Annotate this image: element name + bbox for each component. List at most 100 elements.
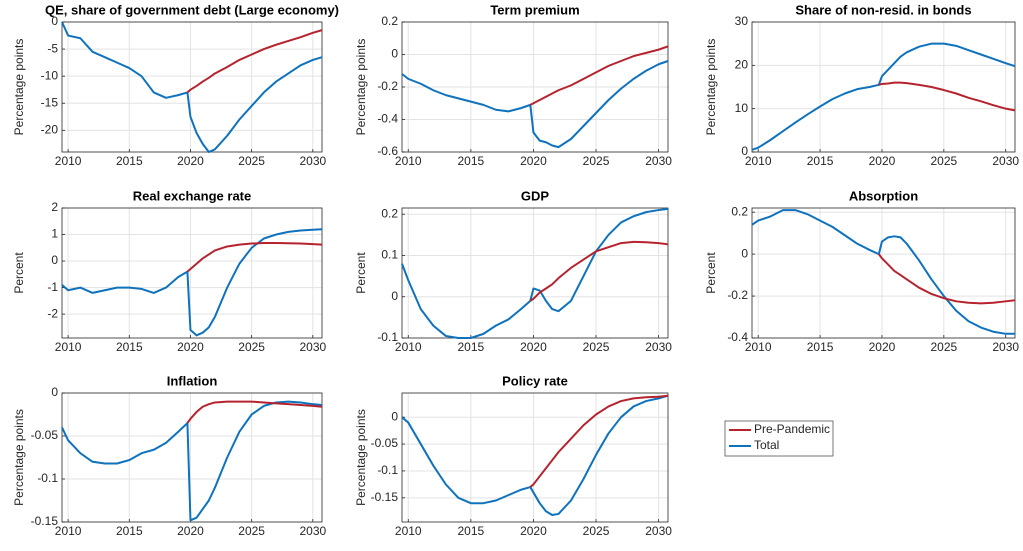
x-tick-label: 2015	[807, 154, 834, 168]
x-tick-label: 2030	[299, 340, 326, 354]
y-tick-label: -0.1	[377, 463, 398, 477]
x-tick-label: 2030	[299, 154, 326, 168]
y-tick-label: -0.1	[37, 471, 58, 485]
x-tick-label: 2030	[645, 524, 672, 538]
y-axis-label: Percentage points	[354, 39, 368, 136]
x-tick-label: 2020	[177, 524, 204, 538]
x-tick-label: 2020	[520, 524, 547, 538]
legend-label: Total	[754, 438, 779, 452]
series-line	[61, 228, 323, 337]
y-axis-label: Percent	[12, 252, 26, 294]
x-tick-label: 2015	[116, 154, 143, 168]
y-tick-label: 0	[51, 14, 58, 28]
y-tick-label: -2	[47, 306, 58, 320]
y-axis-label: Percentage points	[354, 409, 368, 506]
y-axis-label: Percentage points	[12, 39, 26, 136]
plot-area	[62, 22, 322, 152]
y-tick-label: -0.15	[371, 490, 399, 504]
y-tick-label: -0.2	[727, 288, 748, 302]
x-tick-label: 2025	[238, 154, 265, 168]
y-tick-label: -0.15	[31, 514, 59, 528]
y-tick-label: -0.05	[371, 436, 399, 450]
axes-box	[751, 21, 1016, 153]
plot-area	[62, 393, 322, 522]
y-axis-label: Percentage points	[704, 39, 718, 136]
axes-box	[751, 207, 1016, 339]
y-tick-label: 0	[391, 289, 398, 303]
y-tick-label: 2	[51, 200, 58, 214]
plot-area	[752, 22, 1015, 152]
x-tick-label: 2020	[869, 340, 896, 354]
x-tick-label: 2025	[583, 154, 610, 168]
x-tick-label: 2010	[745, 340, 772, 354]
chart-title: Inflation	[167, 373, 218, 388]
y-tick-label: -20	[41, 123, 59, 137]
series-line	[529, 240, 669, 302]
y-tick-label: -5	[47, 41, 58, 55]
y-tick-label: 30	[735, 14, 749, 28]
y-tick-label: 0.1	[381, 248, 398, 262]
series-line	[878, 81, 1016, 112]
series-line	[529, 45, 669, 106]
x-tick-label: 2020	[177, 154, 204, 168]
legend-box	[724, 420, 834, 457]
x-tick-label: 2025	[583, 340, 610, 354]
y-axis-label: Percent	[704, 252, 718, 294]
series-line	[186, 242, 323, 273]
axes-box	[401, 207, 669, 339]
chart-title: QE, share of government debt (Large econ…	[45, 2, 339, 17]
y-tick-label: 0	[51, 253, 58, 267]
axes-box	[401, 392, 669, 523]
series-line	[401, 394, 669, 517]
axes-box	[61, 392, 323, 523]
y-tick-label: 0	[741, 144, 748, 158]
x-tick-label: 2020	[177, 340, 204, 354]
x-tick-label: 2010	[395, 524, 422, 538]
legend-label: Pre-Pandemic	[754, 422, 830, 436]
series-line	[751, 42, 1016, 151]
chart-title: Share of non-resid. in bonds	[795, 2, 971, 17]
x-tick-label: 2010	[395, 154, 422, 168]
x-tick-label: 2020	[520, 154, 547, 168]
y-tick-label: 0	[51, 385, 58, 399]
series-line	[529, 394, 669, 488]
x-tick-label: 2015	[807, 340, 834, 354]
y-tick-label: 1	[51, 227, 58, 241]
y-axis-label: Percent	[354, 252, 368, 294]
axes-box	[61, 207, 323, 339]
chart-title: Term premium	[490, 2, 579, 17]
x-tick-label: 2010	[55, 524, 82, 538]
x-tick-label: 2025	[930, 340, 957, 354]
series-line	[878, 253, 1016, 305]
x-tick-label: 2030	[645, 340, 672, 354]
x-tick-label: 2015	[457, 340, 484, 354]
plot-area	[402, 208, 668, 338]
x-tick-label: 2010	[55, 154, 82, 168]
y-tick-label: 0	[391, 409, 398, 423]
y-tick-label: -15	[41, 95, 59, 109]
y-tick-label: -0.6	[377, 144, 398, 158]
x-tick-label: 2025	[930, 154, 957, 168]
axes-box	[61, 21, 323, 153]
y-tick-label: 0	[741, 246, 748, 260]
x-tick-label: 2020	[520, 340, 547, 354]
series-line	[186, 400, 323, 424]
x-tick-label: 2015	[457, 154, 484, 168]
y-tick-label: -0.05	[31, 428, 59, 442]
y-tick-label: 0	[391, 47, 398, 61]
chart-title: Real exchange rate	[133, 188, 252, 203]
y-tick-label: 0.2	[731, 204, 748, 218]
y-axis-label: Percentage points	[12, 409, 26, 506]
series-line	[61, 21, 323, 153]
axes-box	[401, 21, 669, 153]
x-tick-label: 2025	[238, 524, 265, 538]
chart-title: Absorption	[849, 188, 918, 203]
series-line	[401, 207, 669, 339]
x-tick-label: 2030	[992, 340, 1019, 354]
y-tick-label: 20	[735, 58, 749, 72]
x-tick-label: 2025	[583, 524, 610, 538]
x-tick-label: 2025	[238, 340, 265, 354]
series-line	[186, 29, 323, 94]
x-tick-label: 2030	[299, 524, 326, 538]
